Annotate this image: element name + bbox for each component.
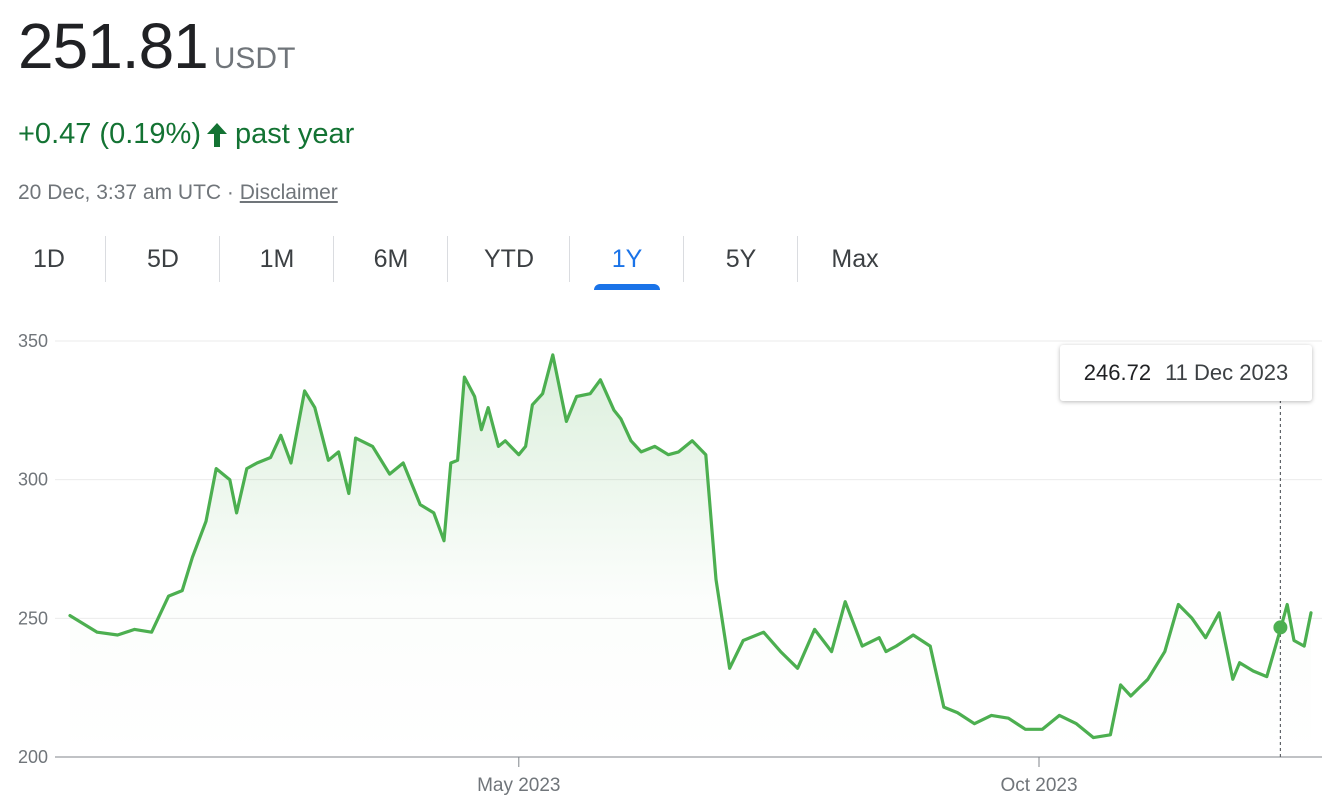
tab-ytd[interactable]: YTD: [448, 236, 570, 282]
tab-5d[interactable]: 5D: [106, 236, 220, 282]
tab-label: 1D: [33, 244, 65, 273]
tab-divider: [797, 236, 798, 282]
arrow-up-icon: [206, 122, 227, 147]
chart-tooltip: 246.72 11 Dec 2023: [1060, 345, 1312, 401]
tab-label: 1Y: [611, 244, 643, 273]
price-change: +0.47 (0.19%) past year: [18, 118, 354, 151]
y-tick-label: 300: [18, 470, 48, 490]
x-tick-label: Oct 2023: [1000, 775, 1077, 796]
price-header: 251.81 USDT: [18, 14, 295, 78]
y-axis: 200 250 300 350: [18, 331, 48, 767]
tab-label: 6M: [373, 244, 409, 273]
tab-divider: [219, 236, 220, 282]
tab-label: 1M: [259, 244, 295, 273]
change-value: +0.47 (0.19%): [18, 118, 201, 150]
y-tick-label: 250: [18, 608, 48, 628]
current-price: 251.81: [18, 10, 209, 82]
currency-label: USDT: [213, 42, 296, 75]
tooltip-value: 246.72: [1083, 360, 1152, 385]
hover-point: [1273, 620, 1288, 635]
active-tab-indicator: [594, 284, 660, 290]
change-period: past year: [234, 118, 355, 150]
price-chart[interactable]: 200 250 300 350 May 2023 Oct 2023: [0, 300, 1338, 810]
y-tick-label: 350: [18, 331, 48, 351]
tab-divider: [683, 236, 684, 282]
y-tick-label: 200: [18, 747, 48, 767]
tab-1d[interactable]: 1D: [0, 236, 106, 282]
timestamp: 20 Dec, 3:37 am UTC ·: [18, 181, 234, 204]
disclaimer-link[interactable]: Disclaimer: [239, 181, 338, 204]
tab-divider: [447, 236, 448, 282]
tooltip-date: 11 Dec 2023: [1165, 360, 1289, 385]
x-axis: May 2023 Oct 2023: [477, 757, 1078, 796]
series-line: [68, 353, 1313, 740]
tab-max[interactable]: Max: [798, 236, 912, 282]
tab-label: Max: [831, 244, 879, 273]
tab-label: 5Y: [725, 244, 757, 273]
x-tick-label: May 2023: [477, 775, 560, 796]
range-tabs: 1D 5D 1M 6M YTD 1Y 5Y Max: [0, 236, 912, 292]
tab-divider: [569, 236, 570, 282]
tab-label: 5D: [147, 244, 179, 273]
tab-label: YTD: [484, 244, 534, 273]
tab-5y[interactable]: 5Y: [684, 236, 798, 282]
tab-divider: [105, 236, 106, 282]
tab-1y[interactable]: 1Y: [570, 236, 684, 290]
tab-1m[interactable]: 1M: [220, 236, 334, 282]
series-area: [70, 354, 1311, 757]
tab-divider: [333, 236, 334, 282]
tab-6m[interactable]: 6M: [334, 236, 448, 282]
timestamp-row: 20 Dec, 3:37 am UTC · Disclaimer: [18, 181, 338, 205]
